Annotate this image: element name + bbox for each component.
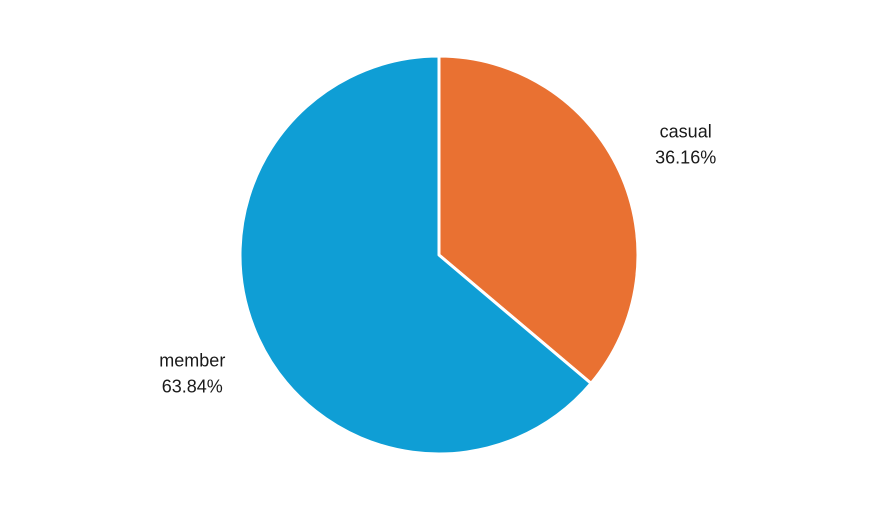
slice-percentage-label: 63.84%	[162, 377, 223, 397]
pie-slice-member	[238, 54, 593, 456]
pie-slice-casual	[437, 54, 640, 385]
pie-slices	[238, 54, 640, 456]
slice-percentage-label: 36.16%	[655, 147, 716, 167]
pie-labels: casual 36.16% member 63.84%	[159, 121, 716, 396]
slice-category-label: casual	[660, 121, 712, 141]
slice-category-label: member	[159, 351, 225, 371]
